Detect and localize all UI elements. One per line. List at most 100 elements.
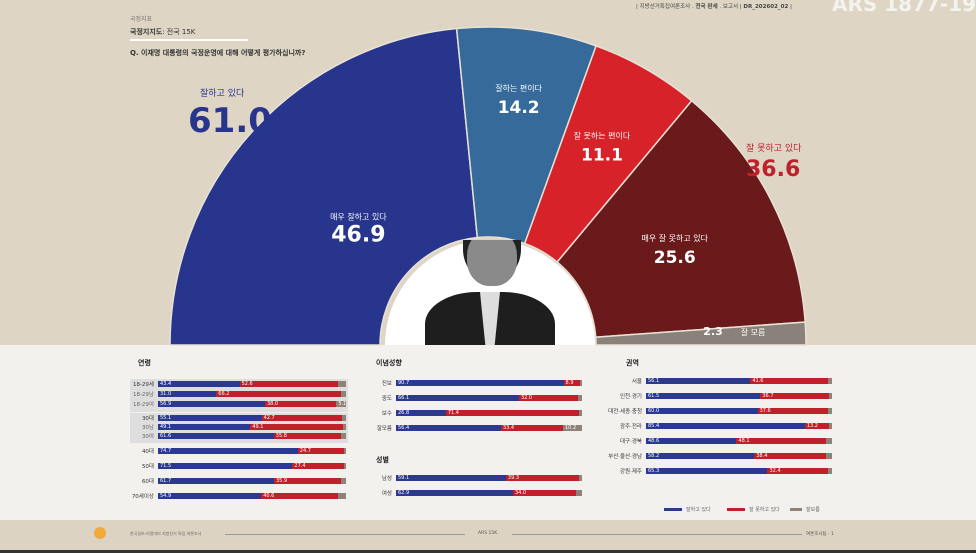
- legend-unknown: 잘모름: [806, 507, 820, 513]
- bar-unknown: [338, 381, 346, 387]
- row-label: 부산·울산·경남: [608, 454, 642, 460]
- bar-negative: 38.4: [754, 453, 826, 459]
- stacked-bar: 59.1 39.3: [396, 475, 582, 481]
- row-label: 인천·경기: [620, 394, 642, 400]
- bar-positive: 66.1: [396, 395, 519, 401]
- bar-unknown: [827, 468, 832, 474]
- negative-total-label: 잘 못하고 있다: [746, 144, 802, 154]
- stacked-bar: 49.1 49.1: [158, 424, 346, 430]
- stacked-bar: 71.5 27.4: [158, 463, 346, 469]
- positive-total-label: 잘하고 있다: [200, 89, 245, 99]
- bar-unknown: [828, 393, 832, 399]
- subtitle-bold: 국정지지도: [130, 28, 163, 36]
- bar-positive: 54.9: [158, 493, 262, 499]
- meta-line: | 지방선거특집여론조사 . 전국 판세 . 보고서 | DR_202602_0…: [636, 4, 792, 10]
- legend-swatch-unknown: [790, 508, 802, 511]
- stacked-bar: 56.1 41.6: [646, 378, 832, 384]
- divider: [130, 39, 248, 41]
- bar-unknown: [578, 395, 582, 401]
- bar-negative: 49.1: [250, 424, 343, 430]
- row-label: 여성: [381, 491, 392, 497]
- bar-unknown: [341, 478, 346, 484]
- bar-negative: 27.4: [292, 463, 344, 469]
- stacked-bar: 61.6 35.8: [158, 433, 346, 439]
- bar-negative: 32.4: [767, 468, 828, 474]
- legend-swatch-negative: [727, 508, 745, 511]
- bar-unknown: [337, 493, 346, 499]
- stacked-bar: 90.7 8.9: [396, 380, 582, 386]
- question: Q. 이재명 대통령의 국정운영에 대해 어떻게 평가하십니까?: [130, 49, 306, 57]
- bar-unknown: [342, 424, 346, 430]
- row-label: 서울: [631, 379, 642, 385]
- category-label: 국정지표: [130, 16, 153, 23]
- bar-negative: 37.6: [757, 408, 828, 414]
- negative-total-value: 36.6: [746, 157, 801, 182]
- bar-positive: 71.5: [158, 463, 293, 469]
- bar-positive: 90.7: [396, 380, 564, 386]
- stacked-bar: 61.7 35.9: [158, 478, 346, 484]
- bar-negative: 41.6: [750, 378, 828, 384]
- bar-positive: 61.6: [158, 433, 274, 439]
- bar-unknown: [825, 453, 832, 459]
- bar-unknown: [825, 438, 832, 444]
- section-title: 이념성향: [376, 359, 402, 367]
- bar-unknown: [343, 463, 346, 469]
- bar-positive: 60.0: [646, 408, 758, 414]
- stacked-bar: 58.2 38.4: [646, 453, 832, 459]
- row-label: 광주·전라: [620, 424, 642, 430]
- stacked-bar: 66.1 32.0: [396, 395, 582, 401]
- slice-unknown: [594, 321, 807, 346]
- bar-unknown: [827, 408, 832, 414]
- bar-negative: 66.2: [216, 391, 341, 397]
- slice-label: 잘 못하는 편이다: [574, 130, 631, 140]
- section-title: 성별: [376, 456, 389, 464]
- legend-swatch-positive: [664, 508, 682, 511]
- bar-positive: 49.1: [158, 424, 251, 430]
- slice-value: 2.3: [703, 325, 723, 338]
- stacked-bar: 85.4 13.2: [646, 423, 832, 429]
- slice-label: 매우 잘 못하고 있다: [641, 233, 708, 243]
- bar-unknown: [344, 448, 346, 454]
- bar-positive: 61.5: [646, 393, 761, 399]
- footer: [0, 520, 976, 550]
- slice-label: 매우 잘하고 있다: [330, 212, 387, 222]
- slice-very_bad: [556, 99, 806, 339]
- legend-positive: 잘하고 있다: [686, 507, 711, 513]
- row-label: 70세이상: [131, 494, 154, 500]
- bar-positive: 56.1: [646, 378, 751, 384]
- row-label: 30대: [141, 416, 154, 422]
- subtitle-rest: : 전국 15K: [162, 28, 196, 36]
- stacked-bar: 56.4 33.4 10.2: [396, 425, 582, 431]
- bar-positive: 58.2: [646, 453, 755, 459]
- bar-unknown: [341, 433, 346, 439]
- row-label: 중도: [381, 396, 392, 402]
- bar-positive: 26.8: [396, 410, 446, 416]
- bar-unknown: 5.1: [336, 401, 346, 407]
- bar-negative: 35.8: [273, 433, 342, 439]
- stacked-bar: 65.3 32.4: [646, 468, 832, 474]
- bar-negative: 24.7: [297, 448, 344, 454]
- bar-negative: 42.7: [261, 415, 342, 421]
- row-label: 50대: [141, 464, 154, 470]
- bar-unknown: [578, 410, 582, 416]
- bar-unknown: [827, 378, 832, 384]
- bar-unknown: [340, 391, 346, 397]
- bar-unknown: [341, 415, 346, 421]
- footer-line: [512, 534, 802, 535]
- president-photo: [385, 240, 595, 345]
- bar-negative: 52.6: [239, 381, 339, 387]
- bar-positive: 85.4: [646, 423, 805, 429]
- footer-line: [225, 534, 465, 535]
- row-label: 18-29여: [132, 402, 154, 408]
- row-label: 진보: [381, 381, 392, 387]
- bar-negative: 71.4: [445, 410, 579, 416]
- row-label: 18-29세: [132, 382, 154, 388]
- slice-value: 11.1: [581, 145, 623, 165]
- sun-logo-icon: [94, 527, 106, 539]
- slice-value: 25.6: [654, 248, 696, 268]
- row-label: 60대: [141, 479, 154, 485]
- bar-unknown: 10.2: [563, 425, 582, 431]
- stacked-bar: 54.9 40.6: [158, 493, 346, 499]
- bar-negative: 34.0: [512, 490, 577, 496]
